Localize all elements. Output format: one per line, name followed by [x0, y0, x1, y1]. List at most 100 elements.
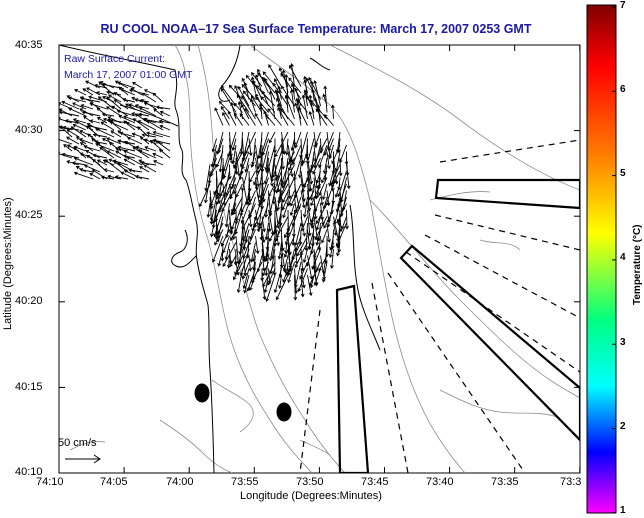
current-vector — [283, 235, 295, 258]
current-vector — [99, 146, 115, 159]
current-vector — [309, 183, 315, 201]
current-vector — [128, 88, 150, 96]
x-tick-label: 74:05 — [100, 476, 128, 488]
y-axis-ticks — [59, 44, 580, 474]
current-vector — [277, 242, 282, 260]
current-vector — [268, 131, 276, 144]
current-vector — [122, 97, 136, 103]
current-vector — [301, 94, 308, 120]
current-vector — [256, 68, 269, 94]
current-vector — [59, 117, 73, 124]
current-vector — [132, 146, 150, 159]
current-vector — [346, 164, 351, 190]
colorbar-tick: 5 — [620, 168, 626, 179]
current-vector — [263, 110, 269, 126]
current-vector — [104, 159, 122, 173]
y-tick-label: 40:30 — [15, 124, 43, 136]
current-vector — [118, 115, 136, 124]
current-vector — [73, 157, 94, 166]
current-vector — [289, 89, 295, 113]
current-vector — [110, 130, 122, 138]
current-vector — [120, 171, 136, 180]
current-vector — [307, 255, 314, 280]
current-vector — [274, 222, 281, 247]
map-title: RU COOL NOAA–17 Sea Surface Temperature:… — [100, 22, 532, 36]
current-vector — [204, 164, 211, 192]
current-vector — [330, 104, 335, 120]
current-vector — [265, 274, 276, 303]
bathymetry-contours — [69, 45, 580, 473]
current-vector — [307, 157, 314, 185]
current-vector — [101, 82, 122, 89]
current-vector — [89, 119, 101, 124]
colorbar-tick: 6 — [620, 84, 626, 95]
current-vector — [73, 171, 94, 180]
current-vector — [214, 229, 224, 246]
x-tick-label: 73:55 — [231, 476, 259, 488]
current-vector — [117, 81, 136, 89]
current-vector — [230, 229, 237, 242]
current-vector — [287, 151, 294, 178]
current-vector — [300, 216, 307, 237]
current-vector — [326, 151, 331, 170]
current-vector — [152, 92, 164, 103]
current-vector — [268, 164, 274, 187]
current-vector — [143, 117, 164, 124]
current-vector — [261, 274, 267, 301]
current-vector — [320, 138, 328, 152]
current-vector — [261, 248, 266, 272]
current-vector — [254, 112, 263, 126]
current-vector — [306, 138, 315, 165]
current-vector — [277, 85, 282, 100]
x-tick-label: 73:35 — [491, 476, 519, 488]
current-vector — [68, 107, 87, 117]
current-vector — [315, 170, 321, 184]
current-vector — [222, 157, 230, 179]
current-vector — [105, 106, 122, 117]
current-vector — [248, 274, 256, 291]
annotation-line-1: Raw Surface Current: — [64, 53, 165, 65]
current-vector — [89, 172, 101, 180]
current-vector — [152, 130, 171, 138]
current-vector — [96, 117, 108, 124]
y-tick-label: 40:15 — [15, 381, 43, 393]
current-vector — [141, 133, 157, 138]
current-vector — [143, 101, 164, 110]
current-vector — [316, 104, 321, 126]
current-vector — [300, 190, 306, 209]
current-vector — [300, 268, 306, 289]
current-vector — [221, 196, 230, 212]
current-vector — [241, 216, 250, 231]
current-vector — [273, 268, 282, 294]
current-vector — [117, 145, 136, 152]
current-vector — [345, 209, 349, 230]
current-vector — [127, 136, 143, 145]
current-vector — [307, 209, 312, 237]
current-vector — [217, 248, 224, 267]
current-vector — [131, 132, 143, 138]
current-vector — [276, 164, 282, 179]
current-vector — [328, 144, 334, 160]
current-vector — [100, 175, 115, 180]
current-vector — [139, 166, 150, 173]
x-tick-label: 74:00 — [166, 476, 194, 488]
current-vector — [328, 242, 334, 259]
current-vector — [123, 169, 143, 180]
current-vector — [70, 126, 87, 138]
current-vector — [311, 88, 321, 113]
current-vector — [323, 114, 334, 126]
current-vector — [254, 177, 259, 191]
current-vector — [218, 144, 224, 173]
scale-arrow — [65, 454, 101, 464]
x-tick-label: 73:3 — [560, 476, 582, 488]
y-tick-label: 40:10 — [15, 466, 43, 478]
current-vector — [123, 149, 143, 159]
current-vector — [301, 177, 308, 194]
current-vector — [329, 248, 334, 269]
current-vector — [72, 118, 87, 124]
current-vector — [313, 79, 321, 107]
current-vector — [328, 170, 334, 187]
current-vector — [294, 255, 302, 268]
current-vector — [326, 190, 331, 207]
current-vector — [229, 255, 237, 268]
